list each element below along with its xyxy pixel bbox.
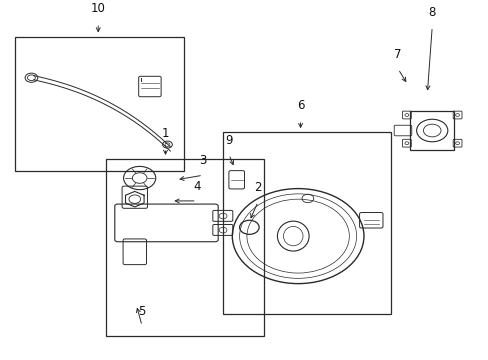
Text: 2: 2	[254, 181, 262, 194]
Bar	[15, 37, 183, 171]
Text: 3: 3	[199, 154, 206, 167]
Text: 8: 8	[427, 6, 435, 19]
Text: 5: 5	[138, 305, 145, 318]
Text: 6: 6	[296, 99, 304, 112]
Text: 10: 10	[91, 3, 105, 15]
Text: 4: 4	[193, 180, 200, 193]
Text: 9: 9	[224, 134, 232, 147]
Bar	[409, 111, 453, 150]
Text: 7: 7	[393, 48, 401, 61]
Bar	[105, 159, 264, 337]
Bar	[222, 132, 390, 314]
Text: 1: 1	[162, 127, 169, 140]
